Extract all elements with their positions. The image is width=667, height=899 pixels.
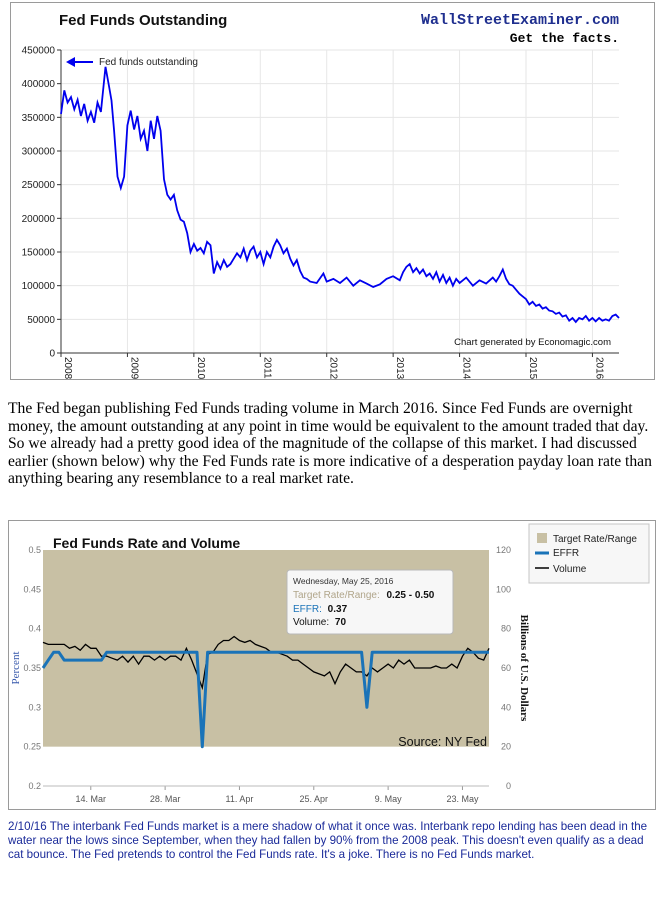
chart-title: Fed Funds Rate and Volume — [53, 535, 240, 551]
tooltip: Wednesday, May 25, 2016 Target Rate/Rang… — [286, 569, 454, 635]
brand-tagline: Get the facts. — [510, 31, 619, 46]
x-tick-label: 2015 — [527, 357, 538, 379]
chart-credit: Chart generated by Economagic.com — [454, 337, 611, 348]
x-tick-label: 2010 — [195, 357, 206, 379]
y-tick-label: 250000 — [22, 180, 56, 191]
tooltip-target-value: 0.25 - 0.50 — [387, 590, 435, 601]
fed-funds-rate-volume-chart: Fed Funds Rate and Volume 0.2 0.25 0.3 0.35… — [8, 520, 656, 810]
x-tick-label: 11. Apr — [226, 794, 254, 804]
y-left-tick-label: 0.5 — [28, 545, 41, 555]
y-tick-label: 450000 — [22, 46, 56, 57]
chart-title: Fed Funds Outstanding — [59, 12, 227, 29]
tooltip-effr-value: 0.37 — [328, 604, 348, 615]
y-axis-left: 0.2 0.25 0.3 0.35 0.4 0.45 0.5 — [23, 545, 41, 791]
legend: Target Rate/Range EFFR Volume — [528, 523, 650, 584]
x-tick-label: 25. Apr — [300, 794, 329, 804]
y-left-tick-label: 0.4 — [28, 624, 41, 634]
chart-caption: 2/10/16 The interbank Fed Funds market i… — [8, 820, 648, 861]
tooltip-box — [286, 569, 454, 635]
y-right-tick-label: 40 — [501, 702, 511, 712]
tooltip-target-label: Target Rate/Range: — [293, 590, 380, 601]
x-axis: 2008 2009 2010 2011 2012 2013 2014 2015 2016 — [60, 352, 619, 379]
y-left-tick-label: 0.3 — [28, 702, 41, 712]
y-left-tick-label: 0.25 — [23, 742, 41, 752]
y-axis-left-label: Percent — [10, 652, 22, 685]
source-note: Source: NY Fed — [398, 735, 487, 749]
tooltip-target-row: Target Rate/Range: 0.25 - 0.50 — [293, 590, 435, 601]
legend-swatch-target[interactable] — [537, 533, 547, 543]
y-right-tick-label: 120 — [496, 545, 511, 555]
legend: Fed funds outstanding — [66, 57, 198, 68]
fed-funds-outstanding-plot: Fed Funds Outstanding WallStreetExaminer… — [22, 12, 620, 379]
y-axis-right-label: Billions of U.S. Dollars — [518, 615, 530, 722]
y-axis: 0 50000 100000 150000 200000 250000 300000 3500… — [22, 46, 62, 360]
y-tick-label: 350000 — [22, 113, 56, 124]
x-tick-label: 2016 — [593, 357, 604, 379]
legend-item-volume[interactable]: Volume — [553, 564, 587, 575]
legend-arrow-icon — [66, 57, 75, 67]
fed-funds-rate-volume-plot: Fed Funds Rate and Volume 0.2 0.25 0.3 0.35… — [10, 523, 650, 804]
x-tick-label: 28. Mar — [150, 794, 181, 804]
article-paragraph: The Fed began publishing Fed Funds tradi… — [8, 400, 652, 488]
legend-item-effr[interactable]: EFFR — [553, 548, 579, 559]
series-line-effr — [41, 650, 489, 749]
y-left-tick-label: 0.45 — [23, 584, 41, 594]
x-tick-label: 2013 — [394, 357, 405, 379]
y-right-tick-label: 0 — [506, 781, 511, 791]
tooltip-volume-label: Volume: — [293, 617, 329, 628]
tooltip-effr-row: EFFR: 0.37 — [293, 604, 348, 615]
x-tick-label: 14. Mar — [76, 794, 107, 804]
grid-lines — [61, 49, 619, 353]
legend-item-target[interactable]: Target Rate/Range — [553, 534, 637, 545]
x-tick-label: 2009 — [128, 357, 139, 379]
y-axis-right: 0 20 40 60 80 100 120 — [496, 545, 511, 791]
x-axis: 14. Mar 28. Mar 11. Apr 25. Apr 9. May 23. Ma… — [43, 785, 489, 804]
series-line-fed-funds-outstanding — [60, 66, 620, 324]
y-tick-label: 150000 — [22, 248, 56, 259]
y-right-tick-label: 20 — [501, 742, 511, 752]
y-tick-label: 50000 — [27, 315, 55, 326]
y-tick-label: 100000 — [22, 281, 56, 292]
x-tick-label: 2014 — [461, 357, 472, 379]
y-left-tick-label: 0.2 — [28, 781, 41, 791]
series-line-volume — [42, 635, 490, 691]
y-tick-label: 0 — [49, 349, 55, 360]
y-right-tick-label: 100 — [496, 584, 511, 594]
y-tick-label: 300000 — [22, 147, 56, 158]
tooltip-date: Wednesday, May 25, 2016 — [293, 576, 394, 586]
x-tick-label: 9. May — [375, 794, 403, 804]
fed-funds-outstanding-chart: Fed Funds Outstanding WallStreetExaminer… — [10, 2, 655, 380]
x-tick-label: 2011 — [261, 357, 272, 379]
y-tick-label: 400000 — [22, 79, 56, 90]
y-tick-label: 200000 — [22, 214, 56, 225]
x-tick-label: 23. May — [446, 794, 479, 804]
tooltip-volume-value: 70 — [335, 617, 347, 628]
tooltip-effr-label: EFFR: — [293, 604, 322, 615]
brand-name: WallStreetExaminer.com — [421, 12, 619, 29]
x-tick-label: 2008 — [62, 357, 73, 379]
y-right-tick-label: 60 — [501, 663, 511, 673]
y-right-tick-label: 80 — [501, 624, 511, 634]
tooltip-volume-row: Volume: 70 — [293, 617, 346, 628]
y-left-tick-label: 0.35 — [23, 663, 41, 673]
x-tick-label: 2012 — [328, 357, 339, 379]
legend-label: Fed funds outstanding — [99, 57, 198, 68]
